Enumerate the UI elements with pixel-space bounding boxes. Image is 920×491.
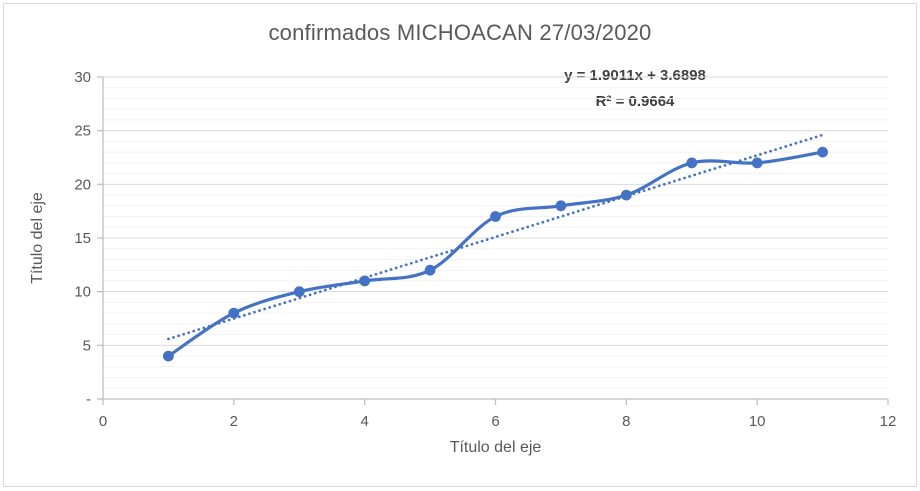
x-tick-label: 12 — [880, 413, 897, 430]
y-tick-label: 15 — [74, 230, 91, 247]
data-point-marker[interactable] — [490, 211, 501, 222]
series-line[interactable] — [166, 150, 825, 358]
data-point-marker[interactable] — [555, 200, 567, 212]
data-point-marker[interactable] — [751, 157, 763, 169]
x-tick-label: 2 — [230, 413, 238, 430]
x-tick-label: 8 — [622, 413, 630, 430]
y-tick-label: 25 — [74, 123, 91, 140]
trendline-r-squared-text: R² = 0.9664 — [595, 93, 675, 110]
x-tick-label: 0 — [99, 413, 107, 430]
data-point-marker[interactable] — [293, 286, 305, 298]
y-tick-label: 5 — [83, 337, 91, 354]
chart-title[interactable]: confirmados MICHOACAN 27/03/2020 — [268, 20, 652, 45]
data-point-marker[interactable] — [686, 157, 698, 169]
data-point-marker[interactable] — [620, 189, 632, 201]
data-point-marker[interactable] — [228, 307, 240, 319]
data-point-marker[interactable] — [163, 350, 174, 362]
y-tick-label: 30 — [74, 69, 91, 86]
trendline-label[interactable]: y = 1.9011x + 3.6898 R² = 0.9664 — [564, 63, 706, 115]
y-axis-title[interactable]: Título del eje — [29, 192, 46, 284]
x-tick-label: 6 — [491, 413, 499, 430]
x-tick-label: 4 — [360, 413, 368, 430]
data-point-marker[interactable] — [817, 146, 828, 158]
x-axis-title[interactable]: Título del eje — [449, 439, 542, 456]
trendline[interactable] — [167, 133, 824, 341]
y-tick-label: - — [86, 391, 91, 408]
trendline-equation-text: y = 1.9011x + 3.6898 — [564, 67, 706, 84]
y-tick-label: 10 — [74, 284, 91, 301]
x-tick-label: 10 — [749, 413, 766, 430]
data-point-marker[interactable] — [424, 264, 436, 276]
data-point-marker[interactable] — [359, 275, 371, 287]
y-tick-label: 20 — [74, 176, 91, 193]
